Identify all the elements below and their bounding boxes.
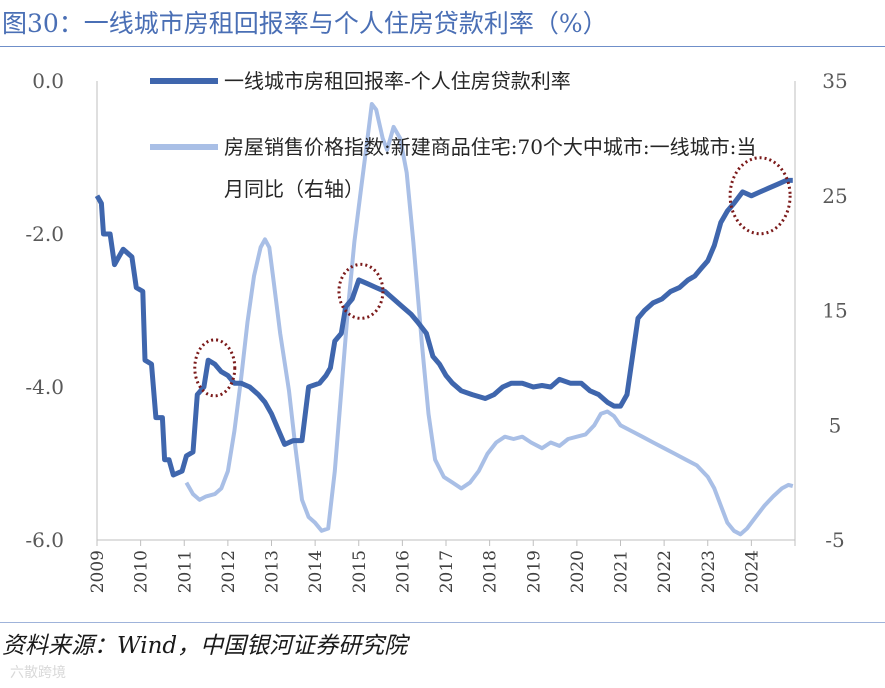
x-tick-label: 2020 (568, 550, 588, 593)
title-divider (0, 46, 885, 47)
right-tick-label: 5 (829, 413, 842, 437)
x-tick-label: 2010 (132, 550, 152, 593)
left-tick-label: -2.0 (25, 222, 64, 246)
x-tick-label: 2011 (175, 550, 195, 593)
x-tick-label: 2019 (524, 550, 544, 593)
x-axis-ticks: 2009 2010 2011 2012 2013 2014 2015 2016 2017 2018… (88, 540, 796, 593)
watermark: 六散跨境 (10, 665, 66, 681)
highlight-ellipse (193, 338, 237, 398)
left-tick-label: -6.0 (25, 528, 64, 552)
right-tick-label: 35 (822, 69, 847, 93)
highlight-ellipse (337, 262, 385, 320)
legend-label-series-2-line-1: 房屋销售价格指数:新建商品住宅:70个大中城市:一线城市:当 (224, 135, 756, 159)
legend-label-series-1: 一线城市房租回报率-个人住房贷款利率 (224, 69, 571, 93)
x-tick-label: 2023 (699, 550, 719, 593)
series-1-line (94, 177, 793, 478)
x-tick-label: 2016 (393, 550, 413, 593)
left-tick-label: -4.0 (25, 375, 64, 399)
left-tick-label: 0.0 (32, 69, 64, 93)
right-tick-label: -5 (825, 528, 844, 552)
x-tick-label: 2022 (655, 550, 675, 593)
source-divider (0, 622, 885, 623)
highlight-ellipses (193, 156, 792, 398)
series-lines (94, 102, 794, 537)
left-axis-ticks: 0.0 -2.0 -4.0 -6.0 (25, 69, 64, 552)
legend-label-series-2-line-2: 月同比（右轴） (224, 177, 364, 201)
x-tick-label: 2015 (350, 550, 370, 593)
right-axis-ticks: 35 25 15 5 -5 (822, 69, 847, 552)
legend: 一线城市房租回报率-个人住房贷款利率 房屋销售价格指数:新建商品住宅:70个大中… (150, 69, 756, 201)
x-tick-label: 2021 (612, 550, 632, 593)
right-tick-label: 15 (822, 299, 847, 323)
x-tick-label: 2012 (219, 550, 239, 593)
x-tick-label: 2024 (742, 550, 762, 593)
x-tick-label: 2014 (306, 550, 326, 593)
source-note: 资料来源：Wind，中国银河证券研究院 (2, 633, 408, 659)
x-tick-label: 2009 (88, 550, 108, 593)
series-2-line (184, 102, 794, 537)
x-tick-label: 2018 (481, 550, 501, 593)
x-tick-label: 2017 (437, 550, 457, 593)
x-tick-label: 2013 (263, 550, 283, 593)
highlight-ellipse (728, 156, 792, 236)
chart-title: 图30：一线城市房租回报率与个人住房贷款利率（%） (2, 9, 608, 38)
right-tick-label: 25 (822, 184, 847, 208)
